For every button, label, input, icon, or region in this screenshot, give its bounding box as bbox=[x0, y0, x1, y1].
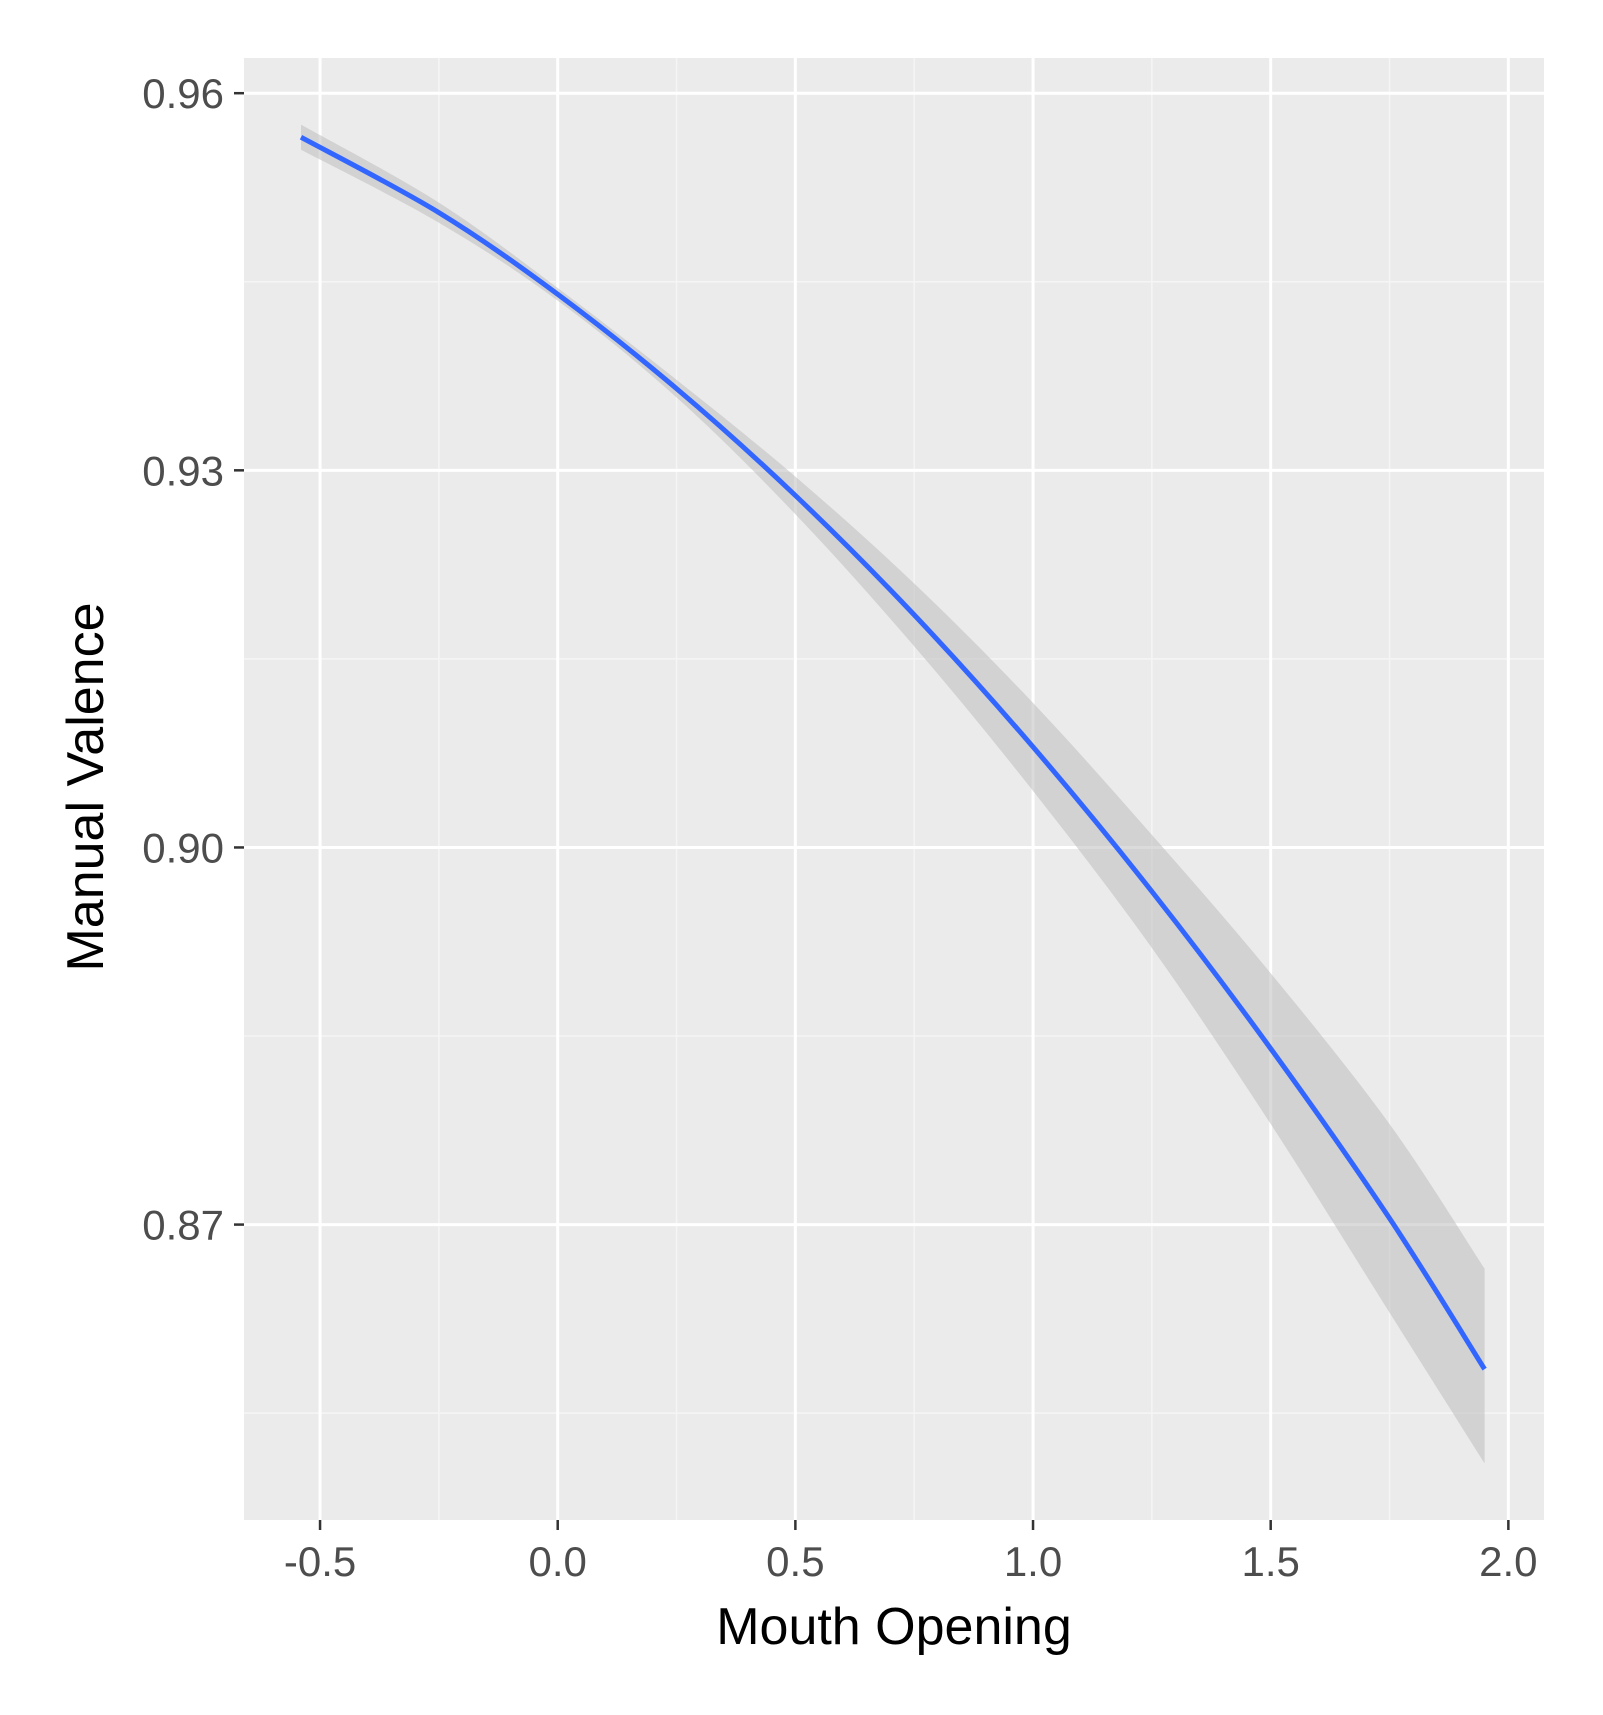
x-tick-label: -0.5 bbox=[284, 1538, 356, 1585]
y-axis-title: Manual Valence bbox=[57, 602, 115, 971]
x-tick-label: 0.0 bbox=[529, 1538, 587, 1585]
x-tick-label: 1.5 bbox=[1241, 1538, 1299, 1585]
x-axis-title: Mouth Opening bbox=[716, 1598, 1072, 1656]
y-tick-label: 0.96 bbox=[142, 70, 224, 117]
y-tick-labels: 0.87 0.90 0.93 0.96 bbox=[142, 70, 224, 1248]
x-tick-label: 1.0 bbox=[1004, 1538, 1062, 1585]
plot-panel bbox=[244, 58, 1544, 1520]
y-tick-label: 0.87 bbox=[142, 1202, 224, 1249]
axis-ticks bbox=[234, 91, 1510, 1530]
x-tick-labels: -0.5 0.0 0.5 1.0 1.5 2.0 bbox=[284, 1538, 1538, 1585]
major-gridlines bbox=[244, 58, 1544, 1520]
fitted-line bbox=[299, 135, 1487, 1371]
minor-gridlines bbox=[244, 58, 1544, 1520]
x-tick-label: 2.0 bbox=[1479, 1538, 1537, 1585]
y-tick-label: 0.90 bbox=[142, 824, 224, 871]
x-tick-label: 0.5 bbox=[766, 1538, 824, 1585]
y-tick-label: 0.93 bbox=[142, 447, 224, 494]
